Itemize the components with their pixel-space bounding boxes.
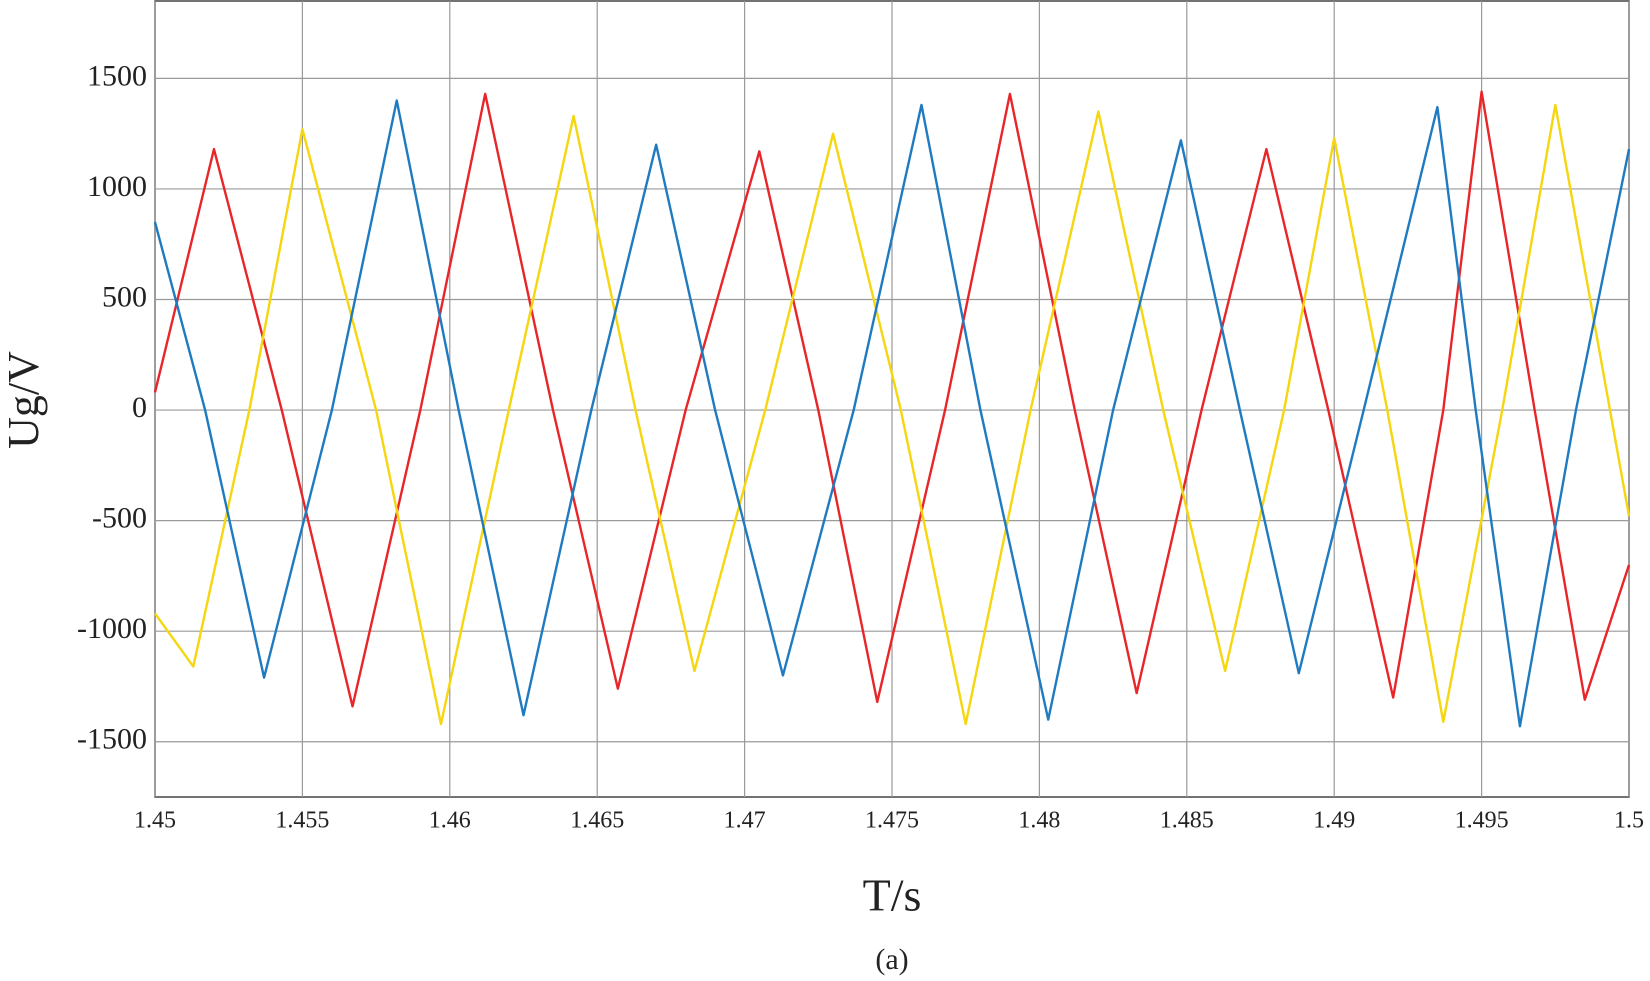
y-tick-label: -500 [92,502,147,535]
x-tick-label: 1.475 [865,808,919,834]
x-tick-label: 1.49 [1313,808,1355,834]
y-axis-label: Ug/V [0,351,48,449]
x-axis-label: T/s [863,870,922,921]
series-line [153,90,1631,708]
y-tick-label: -1500 [77,723,147,756]
y-tick-label: 1500 [87,59,147,92]
x-tick-label: 1.485 [1160,808,1214,834]
x-tick-label: 1.48 [1018,808,1060,834]
y-tick-label: -1000 [77,612,147,645]
series-line [153,99,1631,728]
y-tick-label: 500 [102,280,147,313]
series-line [154,103,1631,726]
x-tick-label: 1.47 [724,808,766,834]
x-tick-label: 1.455 [275,808,329,834]
y-tick-label: 1000 [87,170,147,203]
y-tick-label: 0 [132,391,147,424]
x-tick-label: 1.465 [570,808,624,834]
x-tick-label: 1.45 [134,808,176,834]
caption: (a) [875,943,908,976]
x-tick-label: 1.46 [429,808,471,834]
x-tick-label: 1.5 [1614,808,1644,834]
x-tick-label: 1.495 [1455,808,1509,834]
